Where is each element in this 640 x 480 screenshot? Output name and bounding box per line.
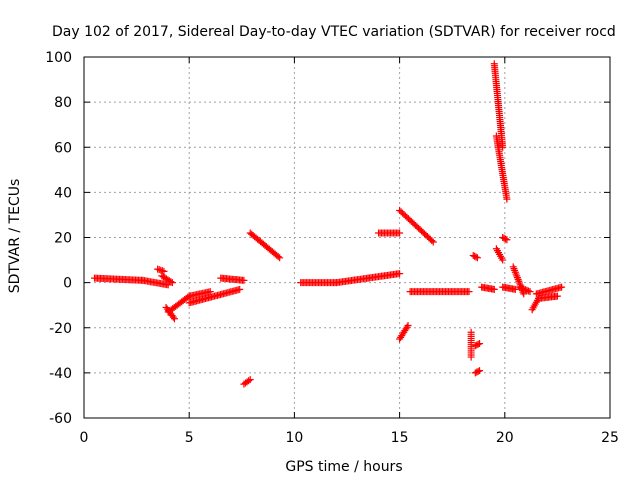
data-segment — [478, 283, 498, 293]
grid-layer — [84, 57, 610, 418]
data-point-markers — [164, 292, 193, 316]
x-tick-label: 25 — [601, 430, 619, 446]
data-point-markers — [492, 245, 507, 264]
data-point-markers — [375, 229, 404, 237]
data-point-markers — [490, 60, 507, 151]
data-segment — [492, 132, 511, 203]
plot-border — [83, 56, 611, 419]
data-segment — [469, 252, 481, 262]
data-segment — [375, 229, 404, 237]
y-tick-label: -60 — [49, 411, 72, 427]
y-tick-label: -20 — [49, 321, 72, 337]
data-point-markers — [406, 288, 473, 296]
data-point-markers — [154, 265, 168, 275]
data-segment — [396, 321, 412, 343]
data-point-markers — [364, 270, 404, 282]
y-tick-label: 60 — [54, 140, 72, 156]
data-segment — [467, 328, 475, 361]
data-segment — [240, 376, 254, 388]
data-segment — [471, 340, 484, 350]
data-point-markers — [467, 328, 475, 361]
data-segment — [332, 274, 372, 287]
x-tick-label: 15 — [391, 430, 409, 446]
data-point-markers — [478, 283, 498, 293]
chart-title: Day 102 of 2017, Sidereal Day-to-day VTE… — [52, 24, 616, 40]
data-point-markers — [158, 272, 176, 287]
y-tick-label: 20 — [54, 231, 72, 247]
y-tick-label: 0 — [63, 276, 72, 292]
data-point-markers — [396, 321, 412, 343]
data-point-markers — [534, 292, 561, 302]
tick-layer: 0 5 10 15 20 25 -60 -40 -20 0 20 40 60 80 100 — [45, 50, 619, 446]
data-segment — [406, 288, 473, 296]
data-segment — [217, 274, 248, 284]
data-segment — [139, 276, 172, 289]
data-segment — [364, 270, 404, 282]
data-point-markers — [471, 367, 484, 377]
data-segment — [516, 283, 534, 296]
x-tick-label: 5 — [185, 430, 194, 446]
data-point-markers — [492, 132, 511, 203]
x-tick-label: 20 — [496, 430, 514, 446]
data-point-markers — [185, 285, 244, 307]
data-point-markers — [499, 234, 511, 244]
data-segment — [492, 245, 507, 264]
data-segment — [164, 292, 193, 316]
y-tick-label: -40 — [49, 366, 72, 382]
data-segment — [499, 234, 511, 244]
data-point-markers — [471, 340, 484, 350]
data-point-markers — [332, 274, 372, 287]
data-segment — [91, 274, 147, 284]
data-point-markers — [246, 229, 284, 262]
data-segment — [158, 272, 176, 287]
y-tick-label: 100 — [45, 50, 72, 66]
data-segment — [532, 283, 566, 298]
data-segment — [499, 283, 519, 293]
x-tick-label: 0 — [80, 430, 89, 446]
data-point-markers — [532, 283, 566, 298]
data-point-markers — [217, 274, 248, 284]
data-segment — [490, 60, 507, 151]
data-segment — [185, 288, 214, 300]
data-point-markers — [469, 252, 481, 262]
data-segment — [154, 265, 168, 275]
data-point-markers — [185, 288, 214, 300]
data-segment — [396, 206, 437, 246]
data-segment — [471, 367, 484, 377]
y-tick-label: 40 — [54, 185, 72, 201]
data-point-markers — [499, 283, 519, 293]
x-tick-label: 10 — [285, 430, 303, 446]
data-segment — [246, 229, 284, 262]
data-point-markers — [396, 206, 437, 246]
data-point-markers — [516, 283, 534, 296]
x-axis-label: GPS time / hours — [285, 459, 402, 475]
data-point-markers — [139, 276, 172, 289]
data-point-markers — [240, 376, 254, 388]
data-point-markers — [91, 274, 147, 284]
data-segment — [185, 285, 244, 307]
y-tick-label: 80 — [54, 95, 72, 111]
data-segment — [534, 292, 561, 302]
y-axis-label: SDTVAR / TECUs — [7, 179, 23, 294]
data-layer — [91, 60, 566, 388]
